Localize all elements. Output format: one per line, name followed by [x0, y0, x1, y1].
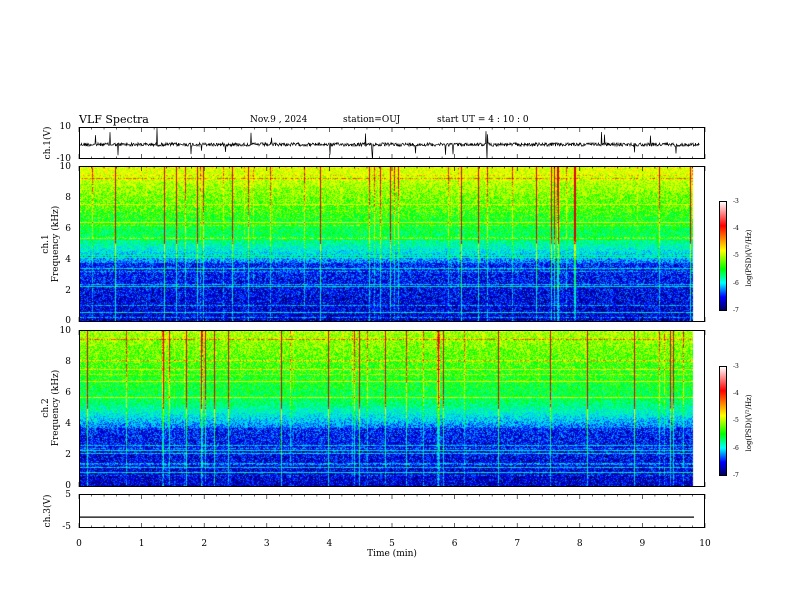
ch1-ytick-2: 2: [65, 286, 71, 296]
ch1-ytick-top: 10: [59, 122, 71, 132]
ch1-colorbar: [719, 201, 727, 311]
ch2-cbar-tick-m6: -6: [733, 445, 739, 452]
x-tick-label-7: 7: [514, 539, 521, 549]
ch2-colorbar-title: log(PSD)(V²/Hz): [745, 394, 753, 452]
ch1-ytick-10: 10: [59, 162, 71, 172]
ch3-waveform-plot: [80, 516, 694, 518]
station-label: station=OUJ: [343, 115, 401, 125]
ch1-waveform-line: [80, 128, 700, 158]
ch2-frequency-label: Frequency (kHz): [51, 369, 61, 447]
ch1-ytick-8: 8: [65, 193, 71, 203]
x-tick-label-9: 9: [639, 539, 646, 549]
ch1-cbar-tick-m7: -7: [733, 307, 739, 314]
ch3-waveform-panel: [79, 494, 705, 528]
ch1-cbar-tick-m4: -4: [733, 225, 739, 232]
ch1-waveform-plot: [80, 128, 700, 158]
ch1-ytick-4: 4: [65, 255, 71, 265]
chart-title: VLF Spectra: [79, 113, 149, 126]
ch3-ytick-top: 5: [65, 490, 71, 500]
ch2-cbar-tick-m4: -4: [733, 390, 739, 397]
ch1-cbar-tick-m6: -6: [733, 280, 739, 287]
ch2-ytick-2: 2: [65, 450, 71, 460]
ch2-ytick-0: 0: [65, 481, 71, 491]
ch1-frequency-label: Frequency (kHz): [51, 205, 61, 283]
x-tick-label-1: 1: [138, 539, 145, 549]
ch1-spectrogram-panel: [79, 166, 705, 322]
ch1-colorbar-title: log(PSD)(V²/Hz): [745, 229, 753, 287]
ch1-ytick-0: 0: [65, 316, 71, 326]
ch1-cbar-tick-m5: -5: [733, 252, 739, 259]
ch2-cbar-tick-m3: -3: [733, 363, 739, 370]
x-axis-label: Time (min): [367, 549, 417, 559]
x-tick-label-4: 4: [326, 539, 333, 549]
ch2-ytick-8: 8: [65, 357, 71, 367]
ch2-ytick-6: 6: [65, 388, 71, 398]
ch2-spectrogram-heatmap: [80, 331, 704, 486]
date-label: Nov.9 , 2024: [250, 115, 308, 125]
ch1-ytick-bottom: -10: [56, 154, 72, 164]
x-tick-label-5: 5: [389, 539, 395, 549]
ch2-spectrogram-panel: [79, 330, 705, 487]
ch1-ytick-6: 6: [65, 224, 71, 234]
ch2-cbar-tick-m5: -5: [733, 417, 739, 424]
ch1-spectrogram-heatmap: [80, 167, 704, 321]
ch2-colorbar: [719, 366, 727, 476]
x-tick-label-3: 3: [263, 539, 270, 549]
x-tick-label-10: 10: [699, 539, 711, 549]
ch2-ytick-4: 4: [65, 419, 71, 429]
x-tick-label-0: 0: [76, 539, 82, 549]
ch1-channel-label: ch.1: [41, 234, 51, 254]
ch1-cbar-tick-m3: -3: [733, 198, 739, 205]
ch2-cbar-tick-m7: -7: [733, 472, 739, 479]
ch2-channel-label: ch.2: [41, 398, 51, 418]
ch3-ytick-bottom: -5: [62, 522, 71, 532]
ch2-ytick-10: 10: [59, 326, 71, 336]
x-tick-label-8: 8: [576, 539, 583, 549]
start-time-label: start UT = 4 : 10 : 0: [437, 115, 529, 125]
ch3-y-label: ch.3(V): [43, 494, 53, 528]
x-tick-label-6: 6: [451, 539, 458, 549]
x-tick-label-2: 2: [201, 539, 208, 549]
